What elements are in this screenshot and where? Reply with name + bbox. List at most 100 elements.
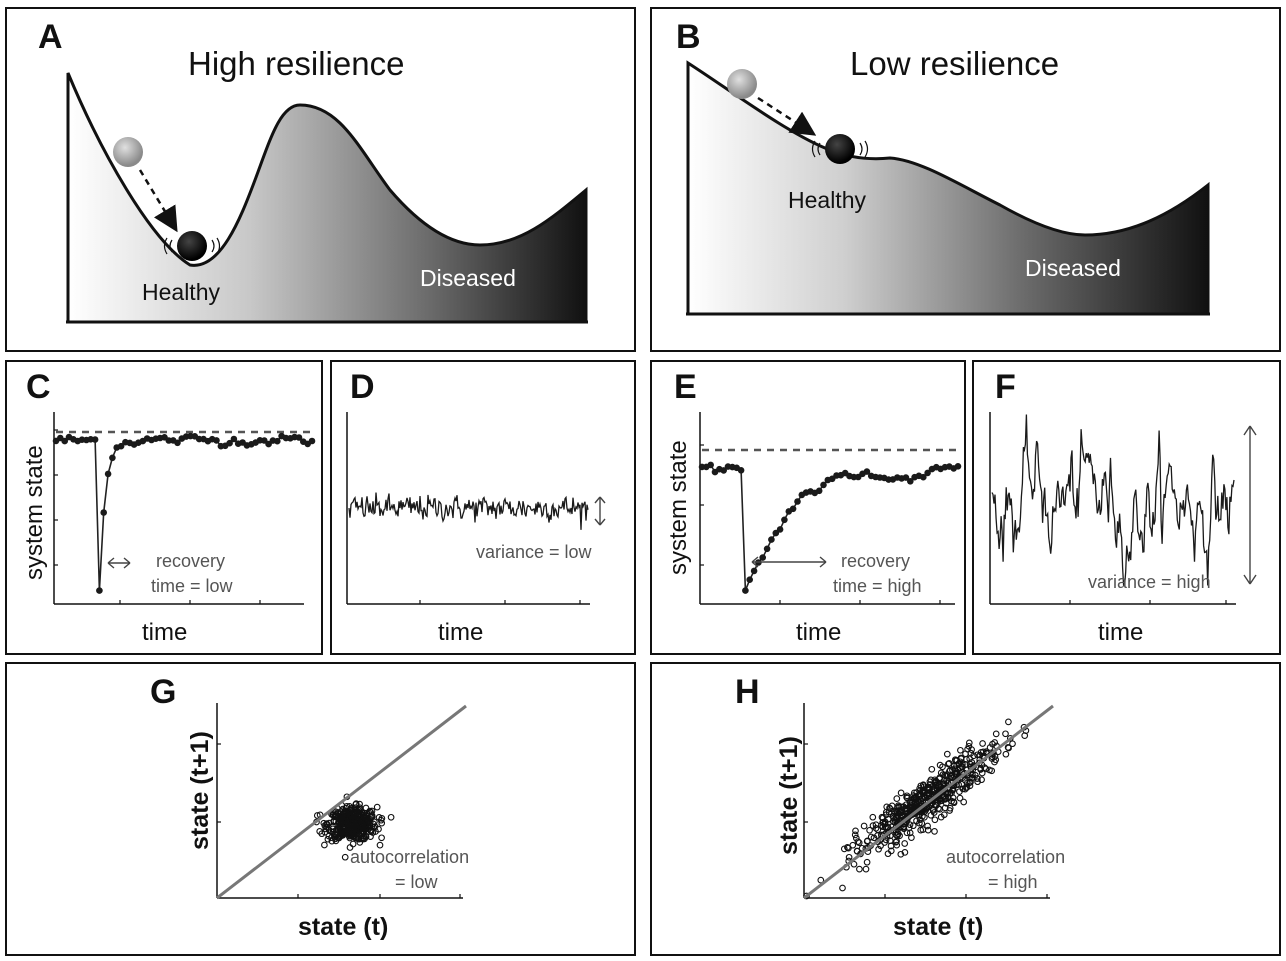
panel-F-note: variance = high [1088, 572, 1211, 592]
roll-arrow-A [138, 169, 178, 233]
panel-G-note1: autocorrelation [350, 847, 469, 867]
scatter-point [867, 833, 875, 841]
scatter-point [961, 785, 969, 793]
scatter-point [924, 826, 932, 834]
panel-C: C system state recovery time = low time [21, 368, 316, 646]
scatter-point [893, 795, 901, 802]
panel-D-frame [330, 360, 636, 655]
data-point [295, 434, 303, 441]
data-point [746, 576, 753, 583]
panel-E: E system state recovery time = high time [665, 368, 962, 646]
scatter-point [918, 820, 926, 827]
scatter-point [935, 783, 943, 790]
data-point [794, 498, 801, 505]
data-point [924, 469, 931, 477]
scatter-point [924, 822, 931, 830]
panel-B-title: Low resilience [850, 45, 1059, 82]
scatter-point [955, 760, 963, 767]
scatter-point [343, 813, 351, 821]
scatter-point [332, 808, 340, 816]
scatter-point [375, 814, 383, 821]
panel-F-frame [972, 360, 1281, 655]
panel-A: A High resilience Healthy Diseased [38, 18, 588, 324]
panel-H-frame [650, 662, 1281, 956]
scatter-point [908, 834, 915, 841]
scatter-point [866, 826, 873, 834]
scatter-point [906, 806, 914, 813]
scatter-point [351, 821, 359, 829]
scatter-point [989, 740, 996, 748]
panel-H-diagonal [803, 704, 1054, 900]
scatter-point [356, 839, 364, 846]
scatter-point [325, 819, 333, 827]
panel-E-recovery-arrow [751, 556, 827, 568]
data-point [820, 481, 827, 489]
scatter-point [860, 822, 868, 830]
data-point [954, 463, 962, 470]
scatter-point [354, 809, 361, 817]
scatter-point [851, 831, 859, 839]
scatter-point [948, 774, 955, 782]
scatter-point [839, 884, 846, 892]
scatter-point [882, 836, 890, 844]
scatter-point [854, 838, 862, 845]
scatter-point [864, 837, 871, 845]
scatter-point [325, 832, 333, 840]
data-point [763, 545, 771, 553]
scatter-point [362, 804, 370, 812]
panel-E-xlabel: time [796, 619, 841, 646]
scatter-point [1005, 744, 1012, 752]
scatter-point [897, 850, 905, 858]
panel-B: B Low resilience Healthy Diseased [676, 18, 1210, 316]
panel-H-note1: autocorrelation [946, 847, 1065, 867]
scatter-point [339, 831, 346, 839]
scatter-point [912, 798, 919, 806]
panel-F-xlabel: time [1098, 619, 1143, 646]
healthy-label-A: Healthy [142, 279, 220, 305]
scatter-point [992, 730, 1000, 738]
scatter-point [349, 840, 357, 848]
scatter-point [968, 759, 976, 766]
panel-G-points [313, 793, 395, 861]
scatter-point [347, 817, 355, 824]
scatter-point [336, 824, 344, 831]
scatter-point [352, 828, 360, 835]
data-point [100, 509, 107, 516]
panel-C-letter: C [26, 368, 51, 406]
diseased-label-B: Diseased [1025, 255, 1121, 281]
data-point [308, 437, 316, 445]
scatter-point [387, 813, 395, 821]
black-ball-A [177, 231, 207, 261]
scatter-point [939, 763, 946, 771]
healthy-label-B: Healthy [788, 187, 866, 213]
panel-H-note2: = high [988, 872, 1038, 892]
data-point [707, 461, 714, 469]
scatter-point [934, 779, 941, 787]
data-point [768, 536, 775, 543]
scatter-point [852, 834, 860, 842]
scatter-point [322, 825, 330, 833]
panel-B-letter: B [676, 18, 701, 56]
scatter-point [855, 839, 863, 847]
panel-H-letter: H [735, 673, 760, 711]
gray-ball-A [113, 137, 143, 167]
scatter-point [872, 824, 880, 832]
scatter-point [941, 796, 949, 803]
scatter-point [817, 876, 825, 884]
panel-C-dots [52, 432, 316, 594]
scatter-point [931, 828, 938, 835]
scatter-point [368, 812, 376, 819]
scatter-point [879, 823, 887, 831]
panel-H-ylabel: state (t+1) [775, 736, 803, 855]
panel-B-frame [650, 7, 1281, 352]
scatter-point [906, 829, 914, 837]
scatter-point [355, 805, 363, 813]
scatter-point [367, 828, 375, 836]
scatter-point [965, 739, 973, 747]
panel-G-xlabel: state (t) [298, 913, 388, 941]
landscape-B [686, 60, 1210, 316]
scatter-point [318, 830, 326, 838]
scatter-point [962, 761, 969, 768]
panel-F-ticks [1069, 600, 1227, 604]
